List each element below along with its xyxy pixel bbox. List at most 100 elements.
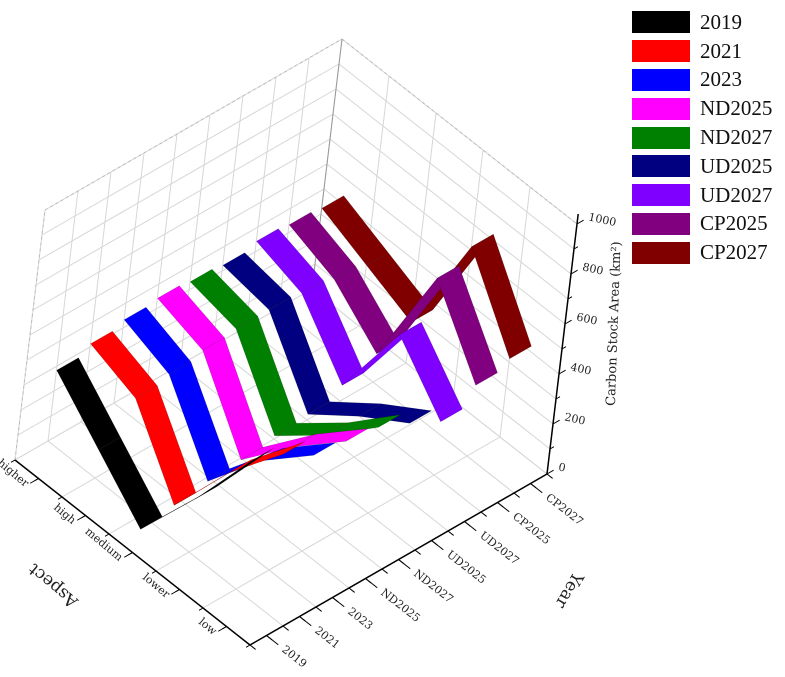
z-minor-tick [567, 296, 573, 300]
year-tick-label: UD2027 [477, 529, 521, 568]
legend-label: UD2027 [700, 182, 773, 207]
aspect-minor-tick [34, 478, 39, 482]
gridline-floor [47, 440, 284, 627]
gridline-left-wall [38, 88, 337, 261]
z-tick-label: 200 [563, 411, 586, 428]
aspect-minor-tick [104, 533, 110, 537]
year-minor-tick [398, 559, 405, 565]
aspect-minor-tick [245, 644, 251, 648]
legend-label: UD2025 [700, 153, 773, 178]
aspect-minor-tick [10, 459, 16, 463]
year-minor-tick [299, 616, 306, 622]
z-tick [558, 369, 566, 375]
z-tick [552, 419, 560, 425]
gridline-left-wall [29, 163, 328, 336]
ribbon-segment-UD2025 [222, 252, 292, 311]
year-tick-label: ND2025 [378, 586, 423, 625]
aspect-minor-tick [151, 570, 157, 574]
ribbon-segment-UD2027 [256, 228, 324, 294]
z-minor-tick [573, 246, 579, 250]
gridline-back-wall [335, 88, 572, 275]
gridline-back-wall [338, 63, 575, 250]
legend-item: 2019 [632, 8, 772, 37]
legend-item: ND2025 [632, 94, 772, 123]
legend-swatch [632, 155, 690, 178]
year-minor-tick [480, 511, 487, 517]
ribbon-segment-UD2027 [399, 321, 463, 423]
legend-swatch [632, 126, 690, 149]
year-tick-label: ND2027 [411, 567, 456, 606]
z-tick-label: 600 [575, 311, 598, 328]
aspect-minor-tick [81, 515, 86, 519]
gridline-floor [155, 399, 454, 572]
year-minor-tick [546, 473, 553, 479]
gridline-left-wall [26, 188, 325, 361]
year-tick-label: UD2025 [444, 548, 488, 587]
aspect-minor-tick [222, 626, 227, 630]
legend: 2019 2021 2023 ND2025 ND2027 UD2025 UD2027 CP20… [632, 8, 772, 267]
ribbon-segment-CP2027 [471, 233, 532, 360]
year-minor-tick [497, 502, 504, 508]
gridline-back-wall [452, 149, 484, 401]
gridline-back-wall [326, 163, 563, 350]
z-tick-label: 0 [557, 461, 567, 475]
z-minor-tick [549, 446, 555, 450]
legend-item: 2021 [632, 37, 772, 66]
gridline-back-wall [332, 113, 569, 300]
legend-swatch [632, 212, 690, 235]
year-minor-tick [513, 492, 520, 498]
year-minor-tick [315, 606, 322, 612]
year-minor-tick [365, 578, 372, 584]
legend-swatch [632, 68, 690, 91]
z-axis-title: Carbon Stock Area (km²) [604, 241, 625, 406]
z-tick-label: 1000 [587, 211, 617, 230]
year-minor-tick [266, 635, 273, 641]
aspect-tick-label: high [51, 501, 78, 527]
ribbon-segment-2019 [140, 486, 218, 530]
box-edge [341, 38, 578, 225]
ribbon-segment-CP2025 [436, 265, 498, 386]
legend-label: 2023 [700, 67, 742, 92]
z-tick-label: 400 [569, 361, 592, 378]
year-tick-label: 2019 [279, 643, 309, 670]
z-minor-tick [555, 396, 561, 400]
ribbon-segment-2019 [56, 357, 121, 451]
gridline-floor [202, 436, 501, 609]
gridline-left-wall [32, 138, 331, 311]
year-minor-tick [348, 587, 355, 593]
legend-swatch [632, 241, 690, 264]
aspect-minor-tick [57, 496, 63, 500]
year-tick-label: CP2025 [510, 510, 553, 547]
z-axis [546, 213, 579, 475]
gridline-back-wall [329, 138, 566, 325]
legend-item: CP2025 [632, 210, 772, 239]
ribbon-segment-2023 [261, 442, 336, 462]
ribbon-segment-2019 [195, 448, 274, 499]
legend-swatch [632, 184, 690, 207]
gridline-left-wall [44, 38, 343, 211]
year-tick-label: 2021 [312, 624, 342, 651]
z-minor-tick [561, 346, 567, 350]
year-minor-tick [332, 597, 339, 603]
year-minor-tick [414, 549, 421, 555]
ribbon-segment-ND2027 [189, 268, 259, 330]
legend-swatch [632, 40, 690, 63]
z-tick [570, 269, 578, 275]
gridline-left-wall [47, 190, 79, 442]
year-tick-label: CP2027 [543, 491, 586, 528]
year-minor-tick [381, 568, 388, 574]
legend-label: CP2025 [700, 211, 768, 236]
year-minor-tick [530, 483, 537, 489]
legend-label: ND2027 [700, 125, 773, 150]
legend-item: 2023 [632, 66, 772, 95]
gridline-floor [278, 307, 515, 494]
gridline-left-wall [14, 209, 46, 461]
z-tick [564, 319, 572, 325]
aspect-axis-title: Aspect [25, 559, 83, 613]
legend-item: UD2027 [632, 181, 772, 210]
legend-swatch [632, 97, 690, 120]
z-tick [576, 219, 584, 225]
gridline-floor [245, 326, 482, 513]
ribbon-segment-ND2025 [202, 337, 264, 461]
